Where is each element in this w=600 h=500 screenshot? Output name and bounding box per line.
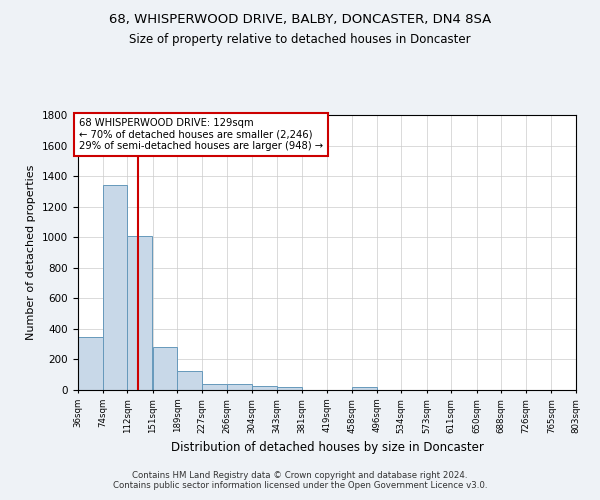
Bar bbox=[178, 371, 202, 390]
Bar bbox=[252, 386, 277, 390]
Text: 68, WHISPERWOOD DRIVE, BALBY, DONCASTER, DN4 8SA: 68, WHISPERWOOD DRIVE, BALBY, DONCASTER,… bbox=[109, 12, 491, 26]
Y-axis label: Number of detached properties: Number of detached properties bbox=[26, 165, 37, 340]
Bar bbox=[352, 387, 377, 390]
Bar bbox=[277, 387, 302, 390]
Bar bbox=[78, 336, 103, 390]
Bar bbox=[152, 347, 178, 390]
Bar bbox=[103, 186, 127, 390]
Text: Contains HM Land Registry data © Crown copyright and database right 2024.
Contai: Contains HM Land Registry data © Crown c… bbox=[113, 470, 487, 490]
Bar bbox=[227, 384, 252, 390]
X-axis label: Distribution of detached houses by size in Doncaster: Distribution of detached houses by size … bbox=[170, 441, 484, 454]
Text: Size of property relative to detached houses in Doncaster: Size of property relative to detached ho… bbox=[129, 32, 471, 46]
Bar bbox=[202, 384, 227, 390]
Bar bbox=[127, 236, 152, 390]
Text: 68 WHISPERWOOD DRIVE: 129sqm
← 70% of detached houses are smaller (2,246)
29% of: 68 WHISPERWOOD DRIVE: 129sqm ← 70% of de… bbox=[79, 118, 323, 152]
